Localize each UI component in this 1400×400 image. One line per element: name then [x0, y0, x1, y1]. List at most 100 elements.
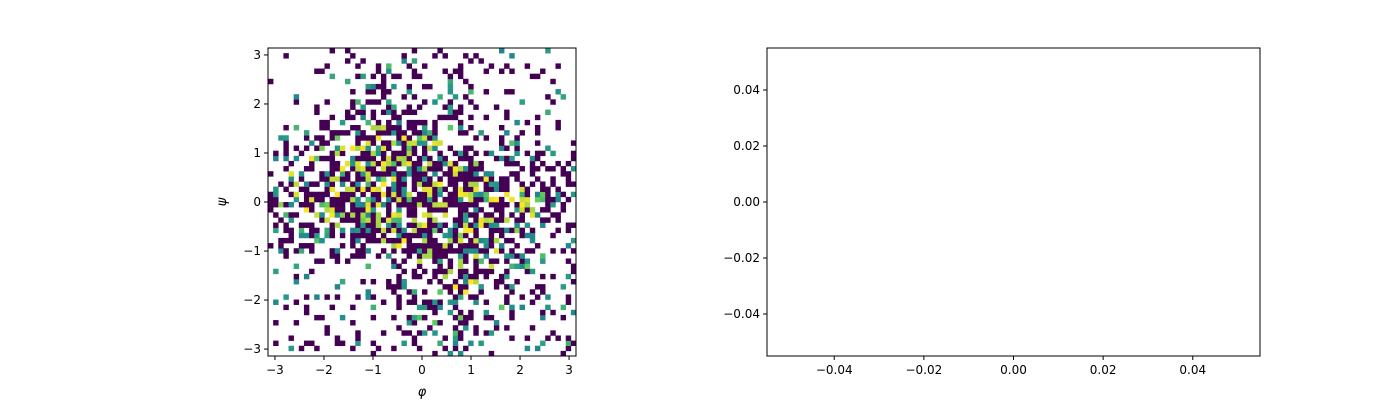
heatmap-cell	[293, 99, 300, 105]
heatmap-cell	[391, 166, 397, 172]
heatmap-cell	[447, 248, 454, 254]
heatmap-cell	[545, 217, 551, 223]
heatmap-cell	[488, 186, 495, 193]
heatmap-cell	[416, 176, 423, 182]
heatmap-cell	[427, 243, 433, 249]
heatmap-cell	[380, 181, 387, 187]
heatmap-cell	[483, 314, 490, 321]
heatmap-cell	[427, 191, 433, 198]
heatmap-cell	[519, 253, 525, 259]
heatmap-cell	[309, 227, 315, 234]
heatmap-cell	[380, 125, 387, 131]
heatmap-cell	[570, 263, 577, 270]
heatmap-cell	[509, 227, 515, 234]
heatmap-cell	[406, 248, 413, 254]
heatmap-cell	[468, 166, 474, 172]
heatmap-cell	[560, 350, 567, 357]
heatmap-cell	[519, 227, 525, 234]
heatmap-cell	[442, 160, 448, 167]
heatmap-cell	[273, 191, 279, 198]
heatmap-cell	[540, 160, 546, 167]
heatmap-cell	[406, 89, 413, 95]
heatmap-cell	[437, 166, 443, 172]
heatmap-cell	[355, 227, 361, 234]
heatmap-cell	[432, 227, 438, 234]
heatmap-cell	[355, 340, 361, 347]
heatmap-cell	[468, 248, 474, 254]
heatmap-cell	[570, 340, 577, 347]
heatmap-cell	[401, 191, 407, 198]
heatmap-cell	[463, 345, 469, 352]
heatmap-cell	[483, 248, 490, 254]
heatmap-cell	[540, 186, 546, 193]
heatmap-cell	[401, 248, 407, 254]
heatmap-cell	[427, 227, 433, 234]
heatmap-cell	[303, 309, 310, 316]
heatmap-cell	[422, 268, 428, 275]
heatmap-cell	[375, 212, 382, 218]
heatmap-cell	[427, 160, 433, 167]
heatmap-cell	[273, 196, 279, 203]
heatmap-cell	[432, 145, 438, 151]
heatmap-cell	[483, 68, 490, 74]
heatmap-cell	[457, 207, 464, 213]
heatmap-cell	[396, 217, 402, 223]
heatmap-cell	[452, 345, 459, 352]
heatmap-cell	[355, 130, 361, 136]
heatmap-cell	[483, 196, 490, 203]
heatmap-cell	[386, 217, 392, 223]
heatmap-cell	[468, 125, 474, 131]
heatmap-cell	[473, 248, 479, 254]
heatmap-cell	[396, 273, 402, 280]
heatmap-cell	[298, 232, 305, 239]
heatmap-cell	[278, 237, 284, 244]
heatmap-cell	[452, 325, 459, 331]
heatmap-cell	[334, 258, 341, 264]
heatmap-cell	[447, 263, 454, 270]
heatmap-cell	[339, 232, 346, 239]
heatmap-cell	[293, 196, 300, 203]
heatmap-cell	[396, 155, 402, 162]
heatmap-cell	[329, 150, 336, 157]
heatmap-cell	[488, 202, 495, 208]
heatmap-cell	[483, 191, 490, 198]
heatmap-cell	[288, 176, 294, 182]
heatmap-cell	[350, 166, 356, 172]
histogram-y-axis-label: ψ	[215, 197, 230, 206]
heatmap-cell	[422, 314, 428, 321]
heatmap-cell	[293, 212, 300, 218]
heatmap-cell	[509, 253, 515, 259]
heatmap-cell	[401, 237, 407, 244]
heatmap-cell	[355, 99, 361, 105]
heatmap-cell	[499, 217, 505, 223]
heatmap-cell	[283, 212, 289, 218]
heatmap-cell	[329, 48, 336, 54]
heatmap-cell	[422, 135, 428, 141]
heatmap-cell	[519, 191, 525, 198]
heatmap-cell	[463, 284, 469, 290]
heatmap-cell	[432, 268, 438, 275]
heatmap-cell	[401, 135, 407, 141]
heatmap-cell	[442, 232, 448, 239]
heatmap-cell	[324, 119, 330, 126]
heatmap-cell	[432, 140, 438, 146]
heatmap-cell	[473, 268, 479, 275]
heatmap-cell	[427, 202, 433, 208]
heatmap-cell	[432, 119, 438, 126]
heatmap-cell	[468, 196, 474, 203]
heatmap-cell	[416, 119, 423, 126]
heatmap-cell	[411, 232, 418, 239]
heatmap-cell	[463, 53, 469, 59]
heatmap-cell	[416, 160, 423, 167]
heatmap-cell	[416, 202, 423, 208]
heatmap-cell	[545, 186, 551, 193]
heatmap-cell	[355, 135, 361, 141]
heatmap-cell	[463, 289, 469, 295]
heatmap-cell	[360, 207, 366, 213]
heatmap-cell	[483, 299, 490, 305]
heatmap-cell	[504, 284, 510, 290]
heatmap-cell	[437, 227, 443, 234]
heatmap-cell	[463, 191, 469, 198]
heatmap-cell	[401, 232, 407, 239]
heatmap-cell	[529, 299, 536, 305]
